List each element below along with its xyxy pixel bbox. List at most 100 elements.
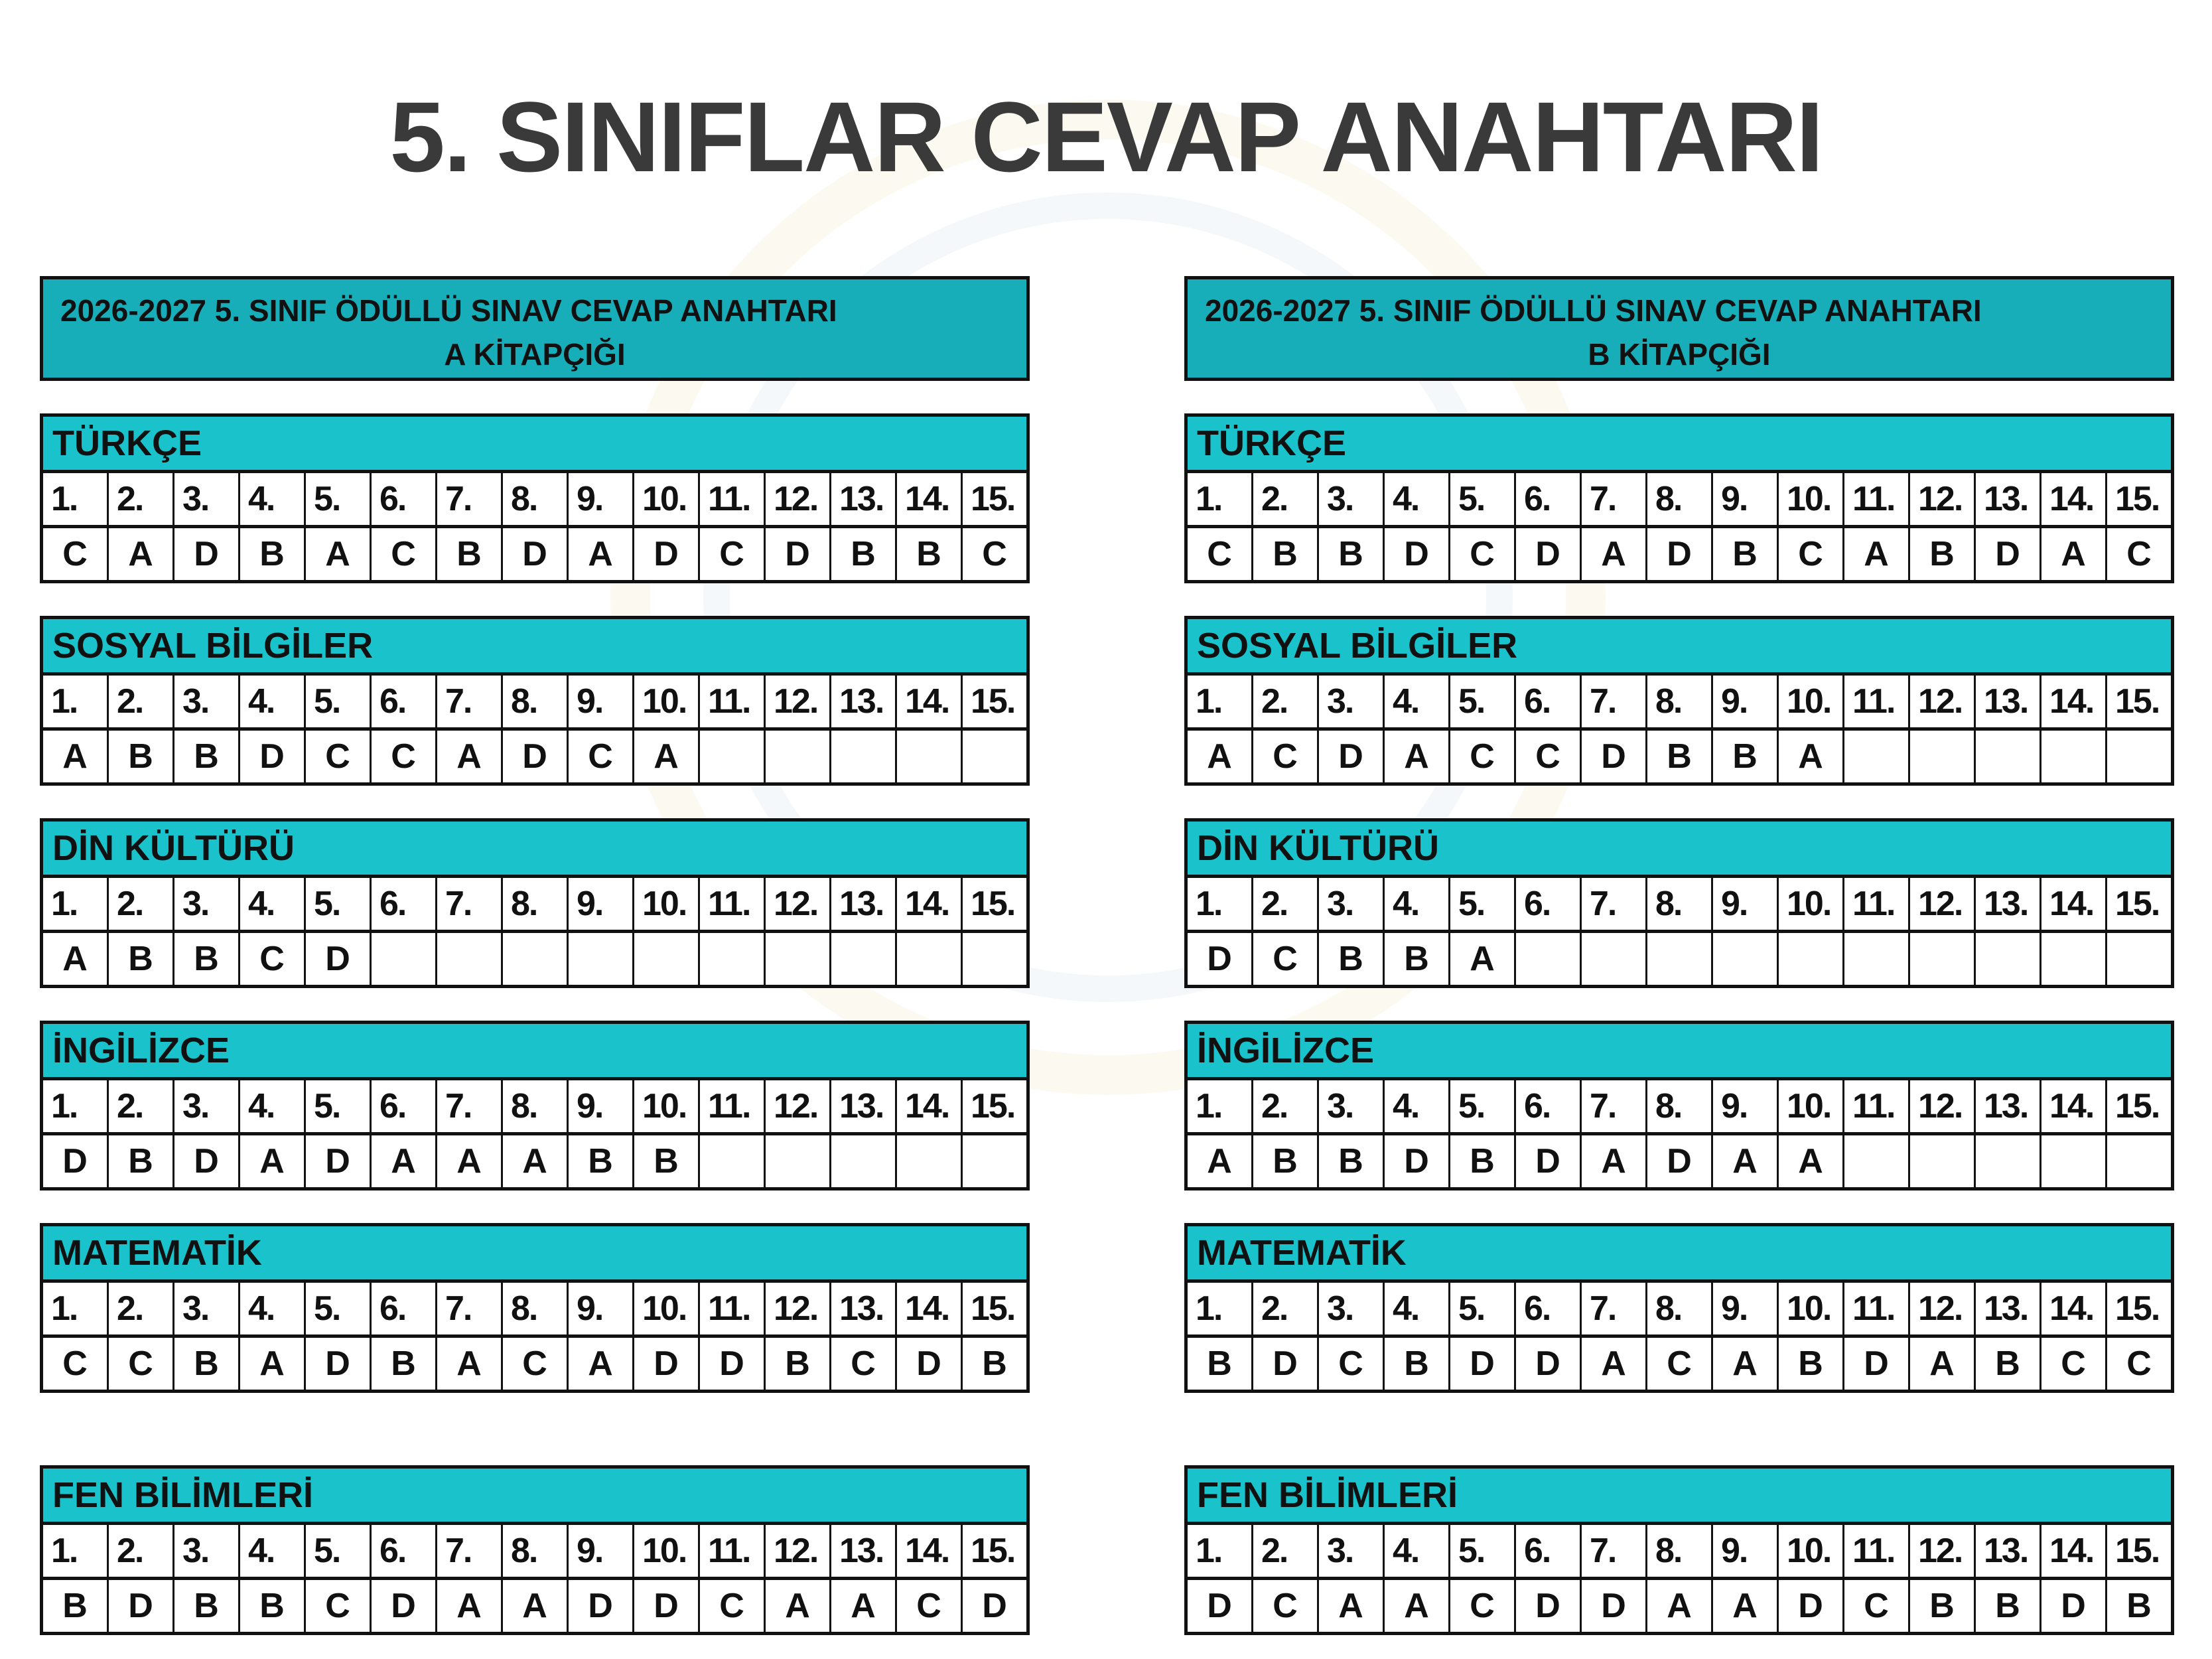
answer-cell: A bbox=[437, 1580, 503, 1632]
question-number-cell: 8. bbox=[1647, 473, 1713, 525]
question-number-cell: 8. bbox=[503, 1525, 569, 1577]
answer-table-section: DİN KÜLTÜRÜ 1. 2. 3. 4. 5. 6. 7. 8. 9. 10. 11. 12. 13… bbox=[1184, 818, 2174, 988]
question-number-cell: 4. bbox=[240, 1080, 306, 1132]
question-number-cell: 15. bbox=[971, 1289, 1016, 1328]
question-number-cell: 13. bbox=[831, 878, 897, 930]
answer-cell bbox=[963, 731, 1026, 782]
answer-cell: D bbox=[1582, 1580, 1647, 1632]
question-number-cell: 9. bbox=[1713, 473, 1779, 525]
subject-title: İNGİLİZCE bbox=[43, 1024, 1026, 1080]
question-number-cell: 1. bbox=[1188, 676, 1253, 727]
answer-cell: A bbox=[1779, 731, 1844, 782]
question-number-cell: 6. bbox=[1516, 473, 1582, 525]
question-number-cell: 10. bbox=[1779, 1283, 1844, 1334]
question-number-cell: 14. bbox=[2041, 878, 2107, 930]
answer-cell: B bbox=[174, 731, 240, 782]
question-number-cell: 12. bbox=[766, 473, 831, 525]
question-number-row: 1. 2. 3. 4. 5. 6. 7. 8. 9. 10. 11. 12. 13. 14. 15. bbox=[1188, 676, 2171, 731]
answer-cell: B bbox=[1385, 1338, 1450, 1390]
subject-title: İNGİLİZCE bbox=[1188, 1024, 2171, 1080]
question-number-cell: 7. bbox=[1582, 473, 1647, 525]
answer-cell: C bbox=[982, 535, 1007, 573]
question-number-cell: 12. bbox=[1910, 1525, 1976, 1577]
question-number-cell: 3. bbox=[174, 1525, 240, 1577]
answer-cell: B bbox=[1910, 1580, 1976, 1632]
answer-cell: D bbox=[700, 1338, 766, 1390]
answer-cell: A bbox=[306, 528, 372, 580]
question-number-cell: 15. bbox=[2115, 1532, 2160, 1570]
question-number-cell: 11. bbox=[1844, 878, 1910, 930]
question-number-row: 1. 2. 3. 4. 5. 6. 7. 8. 9. 10. 11. 12. 13. 14. 15. bbox=[43, 676, 1026, 731]
question-number-row: 1. 2. 3. 4. 5. 6. 7. 8. 9. 10. 11. 12. 13. 14. 15. bbox=[43, 473, 1026, 528]
answer-cell: B bbox=[766, 1338, 831, 1390]
question-number-cell: 6. bbox=[1516, 878, 1582, 930]
question-number-cell: 8. bbox=[503, 473, 569, 525]
question-number-cell: 15. bbox=[971, 1087, 1016, 1125]
question-number-cell: 6. bbox=[372, 1525, 437, 1577]
question-number-cell: 15. bbox=[971, 682, 1016, 721]
answer-cell: A bbox=[1844, 528, 1910, 580]
question-number-cell: 15. bbox=[2115, 1087, 2160, 1125]
answer-cell: A bbox=[372, 1135, 437, 1187]
answer-cell bbox=[700, 933, 766, 985]
answer-cell: A bbox=[831, 1580, 897, 1632]
question-number-cell: 2. bbox=[109, 676, 174, 727]
question-number-cell: 1. bbox=[1188, 1525, 1253, 1577]
answer-cell bbox=[831, 933, 897, 985]
question-number-cell: 3. bbox=[1319, 676, 1385, 727]
question-number-cell: 8. bbox=[1647, 1080, 1713, 1132]
answer-cell: D bbox=[174, 1135, 240, 1187]
question-number-cell: 9. bbox=[569, 473, 634, 525]
answer-cell bbox=[1844, 1135, 1910, 1187]
answer-cell: C bbox=[1253, 731, 1319, 782]
question-number-cell: 12. bbox=[766, 676, 831, 727]
answer-cell: D bbox=[1253, 1338, 1319, 1390]
answer-cell: B bbox=[1976, 1580, 2041, 1632]
answer-cell: B bbox=[1319, 1135, 1385, 1187]
question-number-cell: 9. bbox=[1713, 1525, 1779, 1577]
question-number-cell: 3. bbox=[1319, 473, 1385, 525]
answer-cell: A bbox=[1188, 731, 1253, 782]
question-number-cell: 1. bbox=[43, 473, 109, 525]
question-number-cell: 1. bbox=[43, 1283, 109, 1334]
question-number-cell: 5. bbox=[1450, 1525, 1516, 1577]
answer-cell bbox=[1713, 933, 1779, 985]
answer-cell: A bbox=[1779, 1135, 1844, 1187]
answer-cell bbox=[437, 933, 503, 985]
question-number-row: 1. 2. 3. 4. 5. 6. 7. 8. 9. 10. 11. 12. 13. 14. 15. bbox=[43, 1525, 1026, 1580]
answer-cell: D bbox=[1450, 1338, 1516, 1390]
question-number-cell: 9. bbox=[1713, 1283, 1779, 1334]
question-number-cell: 14. bbox=[2041, 473, 2107, 525]
answer-cell: C bbox=[1450, 1580, 1516, 1632]
question-number-cell: 10. bbox=[634, 473, 700, 525]
question-number-cell: 7. bbox=[1582, 1080, 1647, 1132]
answer-cell: B bbox=[437, 528, 503, 580]
question-number-cell: 14. bbox=[897, 473, 963, 525]
question-number-cell: 6. bbox=[372, 1283, 437, 1334]
answer-cell: D bbox=[1385, 528, 1450, 580]
answer-cell bbox=[1582, 933, 1647, 985]
answer-cell bbox=[897, 731, 963, 782]
answer-cell: A bbox=[437, 1338, 503, 1390]
answer-cell: D bbox=[1516, 1135, 1582, 1187]
question-number-cell: 8. bbox=[1647, 1525, 1713, 1577]
question-number-cell: 1. bbox=[43, 676, 109, 727]
question-number-cell: 3. bbox=[174, 878, 240, 930]
question-number-row: 1. 2. 3. 4. 5. 6. 7. 8. 9. 10. 11. 12. 13. 14. 15. bbox=[1188, 1080, 2171, 1135]
answer-cell: A bbox=[1582, 1135, 1647, 1187]
question-number-cell: 14. bbox=[2041, 676, 2107, 727]
answer-cell bbox=[1910, 933, 1976, 985]
question-number-cell: 2. bbox=[1253, 1283, 1319, 1334]
answer-cell bbox=[1976, 933, 2041, 985]
answer-cell: B bbox=[43, 1580, 109, 1632]
question-number-cell: 11. bbox=[700, 1525, 766, 1577]
answer-table-section: İNGİLİZCE 1. 2. 3. 4. 5. 6. 7. 8. 9. 10. 11. 12. 13. 1… bbox=[1184, 1021, 2174, 1190]
question-number-cell: 2. bbox=[109, 473, 174, 525]
answer-cell: C bbox=[43, 528, 109, 580]
question-number-cell: 11. bbox=[700, 1283, 766, 1334]
question-number-cell: 9. bbox=[569, 676, 634, 727]
question-number-cell: 3. bbox=[174, 1283, 240, 1334]
question-number-cell: 4. bbox=[240, 473, 306, 525]
